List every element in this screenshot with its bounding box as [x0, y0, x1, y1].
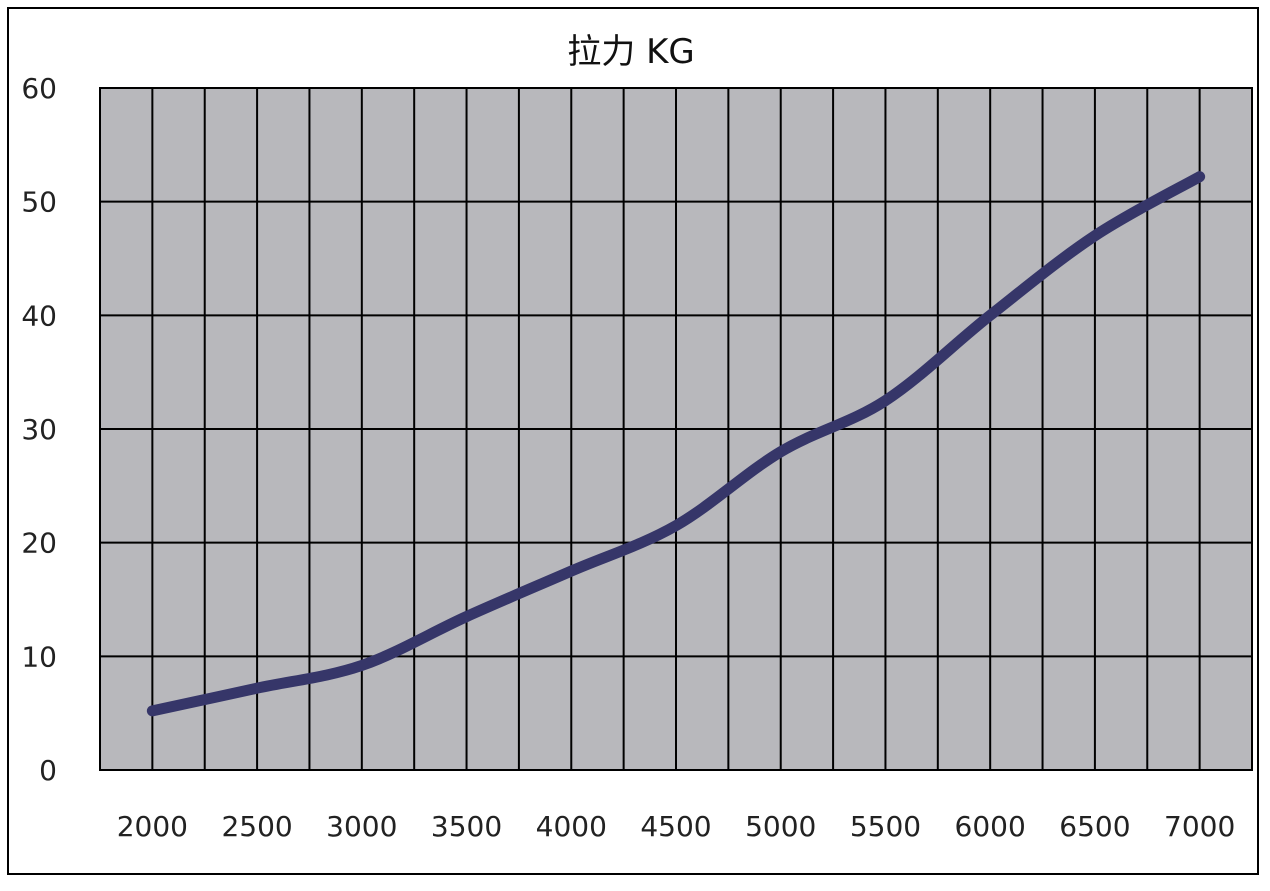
chart-title: 拉力 KG [567, 32, 694, 72]
y-tick-label: 50 [21, 186, 57, 219]
y-tick-label: 40 [21, 299, 57, 332]
x-tick-label: 5500 [850, 810, 921, 843]
x-tick-label: 5000 [745, 810, 816, 843]
y-tick-label: 20 [21, 527, 57, 560]
x-tick-label: 2500 [221, 810, 292, 843]
x-tick-label: 6000 [955, 810, 1026, 843]
x-tick-label: 4000 [536, 810, 607, 843]
axis-layer: 0 10 20 30 40 50 60 2000 2500 3000 3500 4000 4500 500… [21, 72, 1235, 843]
x-tick-label: 3000 [326, 810, 397, 843]
y-tick-label: 10 [21, 640, 57, 673]
x-tick-label: 3500 [431, 810, 502, 843]
y-tick-label: 30 [21, 413, 57, 446]
x-tick-label: 6500 [1059, 810, 1130, 843]
x-tick-label: 4500 [640, 810, 711, 843]
series-line [146, 171, 1206, 717]
y-tick-label: 0 [39, 754, 57, 787]
series-layer [146, 171, 1206, 717]
y-tick-label: 60 [21, 72, 57, 105]
x-tick-label: 7000 [1164, 810, 1235, 843]
grid-lines [100, 88, 1252, 770]
x-tick-label: 2000 [117, 810, 188, 843]
